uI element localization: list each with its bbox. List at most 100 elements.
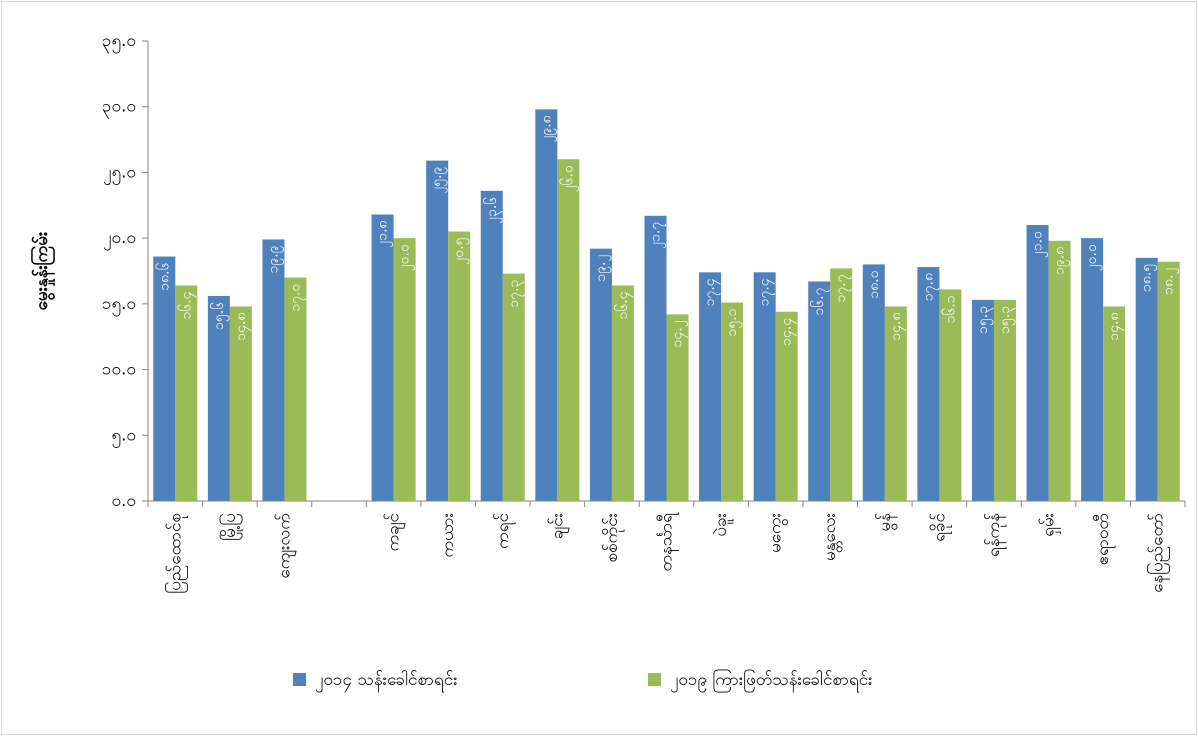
value-label: ၁၇.၇: [833, 274, 851, 302]
y-tick-label: ၂၀.၀: [103, 228, 136, 251]
value-label: ၂၁.၈: [375, 220, 393, 247]
value-label: ၁၆.၇: [811, 287, 829, 315]
bar: [426, 160, 449, 501]
x-tick-label: မန္တလေး: [820, 513, 843, 561]
bar: [557, 159, 580, 502]
bar: [971, 299, 994, 501]
value-label: ၁၈.၅: [1139, 264, 1157, 292]
bar: [862, 264, 885, 501]
value-label: ၁၉.၈: [1052, 247, 1070, 275]
bar: [993, 299, 1016, 501]
y-tick-label: ၅.၀: [111, 425, 136, 448]
bar: [939, 289, 962, 501]
value-label: ၁၆.၁: [942, 295, 958, 323]
value-label: ၁၅.၃: [975, 306, 993, 334]
y-tick-label: ၀.၀: [111, 491, 136, 511]
bar: [175, 285, 198, 501]
value-label: ၁၄.၂: [670, 320, 688, 347]
value-label: ၁၆.၄: [615, 291, 633, 319]
bar: [589, 248, 612, 501]
bar: [644, 215, 667, 502]
value-label: ၂၆.၀: [560, 165, 578, 192]
value-label: ၁၄.၈: [888, 312, 906, 340]
bar: [699, 272, 722, 501]
x-tick-label: တနင်္သာရီ: [657, 512, 680, 572]
value-label: ၂၅.၉: [429, 166, 447, 193]
x-tick-label: မွန်: [875, 513, 898, 532]
y-tick-label: ၃၀.၀: [102, 97, 136, 120]
bar: [1081, 238, 1104, 501]
value-label: ၁၇.၄: [702, 278, 720, 306]
value-label: ၁၇.၄: [757, 278, 775, 306]
bar: [153, 256, 176, 501]
value-label: ၁၄.၄: [779, 318, 797, 346]
value-label: ၁၄.၈: [1106, 312, 1124, 340]
value-label: ၁၅.၆: [211, 302, 229, 330]
bar: [1157, 261, 1180, 501]
y-axis-label: မွေးနှုန်းကြမ်း: [29, 231, 56, 310]
bar: [1026, 225, 1049, 501]
value-label: ၁၆.၄: [178, 291, 196, 319]
bar: [1048, 240, 1071, 501]
x-tick-label: ပြည်ထောင်စု: [163, 513, 188, 594]
value-label: ၁၈.၂: [1161, 268, 1179, 295]
bar: [884, 306, 907, 501]
x-tick-label: ရန်ကုန်: [984, 513, 1007, 557]
bar: [1135, 257, 1158, 501]
bar: [753, 272, 776, 501]
x-tick-label: ကယား: [438, 513, 458, 557]
value-label: ၂၃.၆: [484, 197, 502, 224]
bar: [775, 311, 798, 501]
bar: [535, 109, 558, 501]
value-label: ၁၉.၂: [593, 255, 611, 282]
bar: [721, 302, 744, 501]
legend-label: ၂၀၁၄ သန်းခေါင်စာရင်း: [315, 669, 458, 693]
x-tick-label: ရခိုင်: [929, 513, 952, 542]
x-tick-label: ပဲခူး: [711, 513, 734, 537]
value-label: ၁၉.၉: [265, 245, 283, 273]
x-tick-label: နေပြည်တော်: [1146, 513, 1171, 593]
legend-swatch: [293, 673, 306, 686]
value-label: ၁၄.၈: [233, 312, 251, 340]
value-label: ၁၅.၁: [724, 309, 742, 337]
bar: [502, 273, 525, 501]
legend-label: ၂၀၁၉ ကြားဖြတ်သန်းခေါင်စာရင်း: [670, 668, 872, 693]
value-label: ၁၇.၈: [920, 273, 938, 301]
value-label: ၂၀.၀: [1084, 244, 1102, 271]
bar: [207, 295, 230, 501]
x-tick-label: ကျေးလက်: [274, 513, 297, 578]
bar: [393, 238, 416, 501]
bar: [284, 277, 307, 501]
value-label: ၂၉.၈: [538, 115, 556, 142]
bar: [371, 214, 394, 501]
x-tick-label: ဧရာဝတီ: [1093, 513, 1116, 565]
value-label: ၁၈.၀: [866, 270, 882, 298]
x-tick-label: မကွေး: [766, 513, 789, 553]
x-tick-label: ချင်း: [547, 513, 570, 539]
y-tick-label: ၂၅.၀: [103, 162, 136, 185]
value-label: ၂၀.၀: [397, 244, 415, 271]
value-label: ၂၁.၀: [1030, 231, 1048, 258]
bar: [830, 268, 853, 501]
bar: [611, 285, 634, 501]
bar: [1103, 306, 1126, 501]
value-label: ၁၈.၆: [156, 262, 172, 290]
value-label: ၁၇.၀: [287, 283, 305, 311]
legend-swatch: [648, 673, 661, 686]
bar: [480, 190, 503, 502]
value-label: ၁၅.၃: [997, 306, 1015, 334]
bar: [448, 231, 471, 502]
y-tick-label: ၃၅.၀: [102, 31, 136, 54]
x-tick-label: ရှမ်း: [1039, 513, 1062, 537]
bar: [262, 239, 285, 501]
x-tick-label: စစ်ကိုင်း: [602, 513, 625, 563]
bar: [808, 281, 831, 501]
x-tick-label: ကရင်: [493, 513, 516, 549]
y-tick-label: ၁၅.၀: [102, 294, 136, 317]
value-label: ၁၇.၃: [506, 280, 524, 308]
value-label: ၂၁.၇: [648, 222, 666, 249]
bar: [917, 267, 940, 501]
y-tick-label: ၁၀.၀: [102, 360, 136, 380]
x-tick-label: ကချင်: [384, 513, 407, 551]
